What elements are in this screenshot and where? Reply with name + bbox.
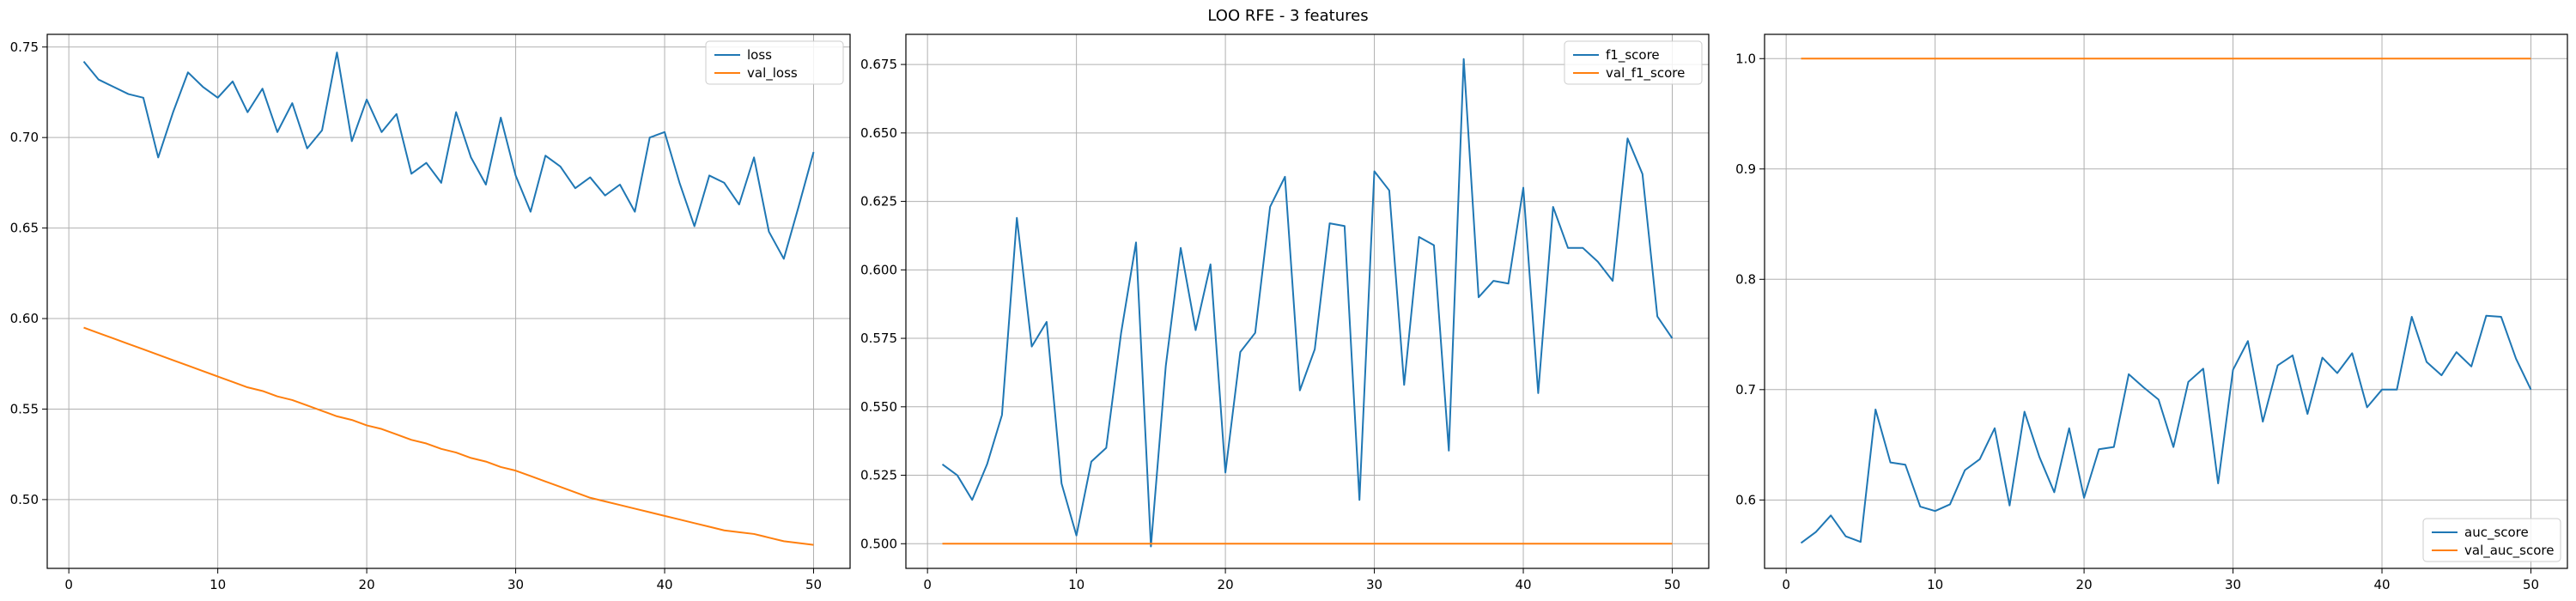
y-tick-label: 0.500 [860,536,897,551]
series-line-auc-score [1800,314,2532,544]
y-tick-label: 0.65 [10,221,39,236]
x-tick-label: 10 [1068,577,1084,592]
y-tick-label: 0.8 [1735,271,1756,287]
x-tick-label: 30 [507,577,524,592]
x-tick-label: 10 [210,577,226,592]
x-tick-label: 0 [64,577,73,592]
y-tick-label: 0.75 [10,39,39,55]
series-line-f1-score [941,58,1674,548]
x-tick-label: 10 [1927,577,1943,592]
y-tick-label: 0.70 [10,130,39,145]
y-tick-label: 0.525 [860,468,897,483]
legend: loss val_loss [705,40,844,85]
y-tick-label: 0.675 [860,57,897,72]
legend-label: f1_score [1606,47,1660,64]
y-tick-label: 0.575 [860,331,897,346]
x-tick-label: 50 [1664,577,1680,592]
axes-frame [46,33,851,569]
y-tick-label: 0.50 [10,492,39,507]
legend-label: auc_score [2464,525,2529,541]
subplot-2: 0 10 20 30 40 50 0.500 0.525 0.550 0.575 0.600 0.62… [860,33,1710,592]
subplot-3: 0 10 20 30 40 50 0.6 0.7 0.8 0.9 1.0 auc_score val_a… [1735,33,2568,592]
subplot-1: 0 10 20 30 40 50 0.50 0.55 0.60 0.65 0.70 0.75 loss v… [10,33,851,592]
y-tick-label: 0.6 [1735,492,1756,507]
x-tick-label: 30 [2225,577,2241,592]
series-line-loss [82,52,815,260]
x-tick-label: 20 [359,577,375,592]
axes-frame [1764,33,2568,569]
y-tick-label: 0.550 [860,399,897,415]
x-tick-label: 20 [2076,577,2093,592]
figure-title: LOO RFE - 3 features [1207,7,1369,25]
x-tick-label: 0 [1782,577,1790,592]
x-tick-label: 40 [1515,577,1531,592]
legend-label: loss [747,47,772,63]
series-line-val-loss [83,326,814,546]
axes-frame [905,33,1710,569]
x-tick-label: 0 [923,577,932,592]
y-tick-label: 0.650 [860,125,897,141]
legend-label: val_auc_score [2464,543,2555,559]
x-tick-label: 50 [2523,577,2539,592]
y-tick-label: 0.55 [10,401,39,416]
legend: auc_score val_auc_score [2422,518,2561,562]
x-tick-label: 20 [1218,577,1234,592]
x-tick-label: 50 [805,577,822,592]
y-tick-label: 1.0 [1735,51,1756,66]
y-tick-label: 0.600 [860,262,897,277]
legend-label: val_f1_score [1606,65,1685,82]
y-tick-label: 0.9 [1735,161,1756,177]
x-tick-label: 40 [2373,577,2390,592]
y-tick-label: 0.625 [860,194,897,209]
y-tick-label: 0.7 [1735,382,1756,398]
x-tick-label: 30 [1366,577,1382,592]
x-tick-label: 40 [656,577,672,592]
legend-label: val_loss [747,65,798,82]
y-tick-label: 0.60 [10,311,39,326]
